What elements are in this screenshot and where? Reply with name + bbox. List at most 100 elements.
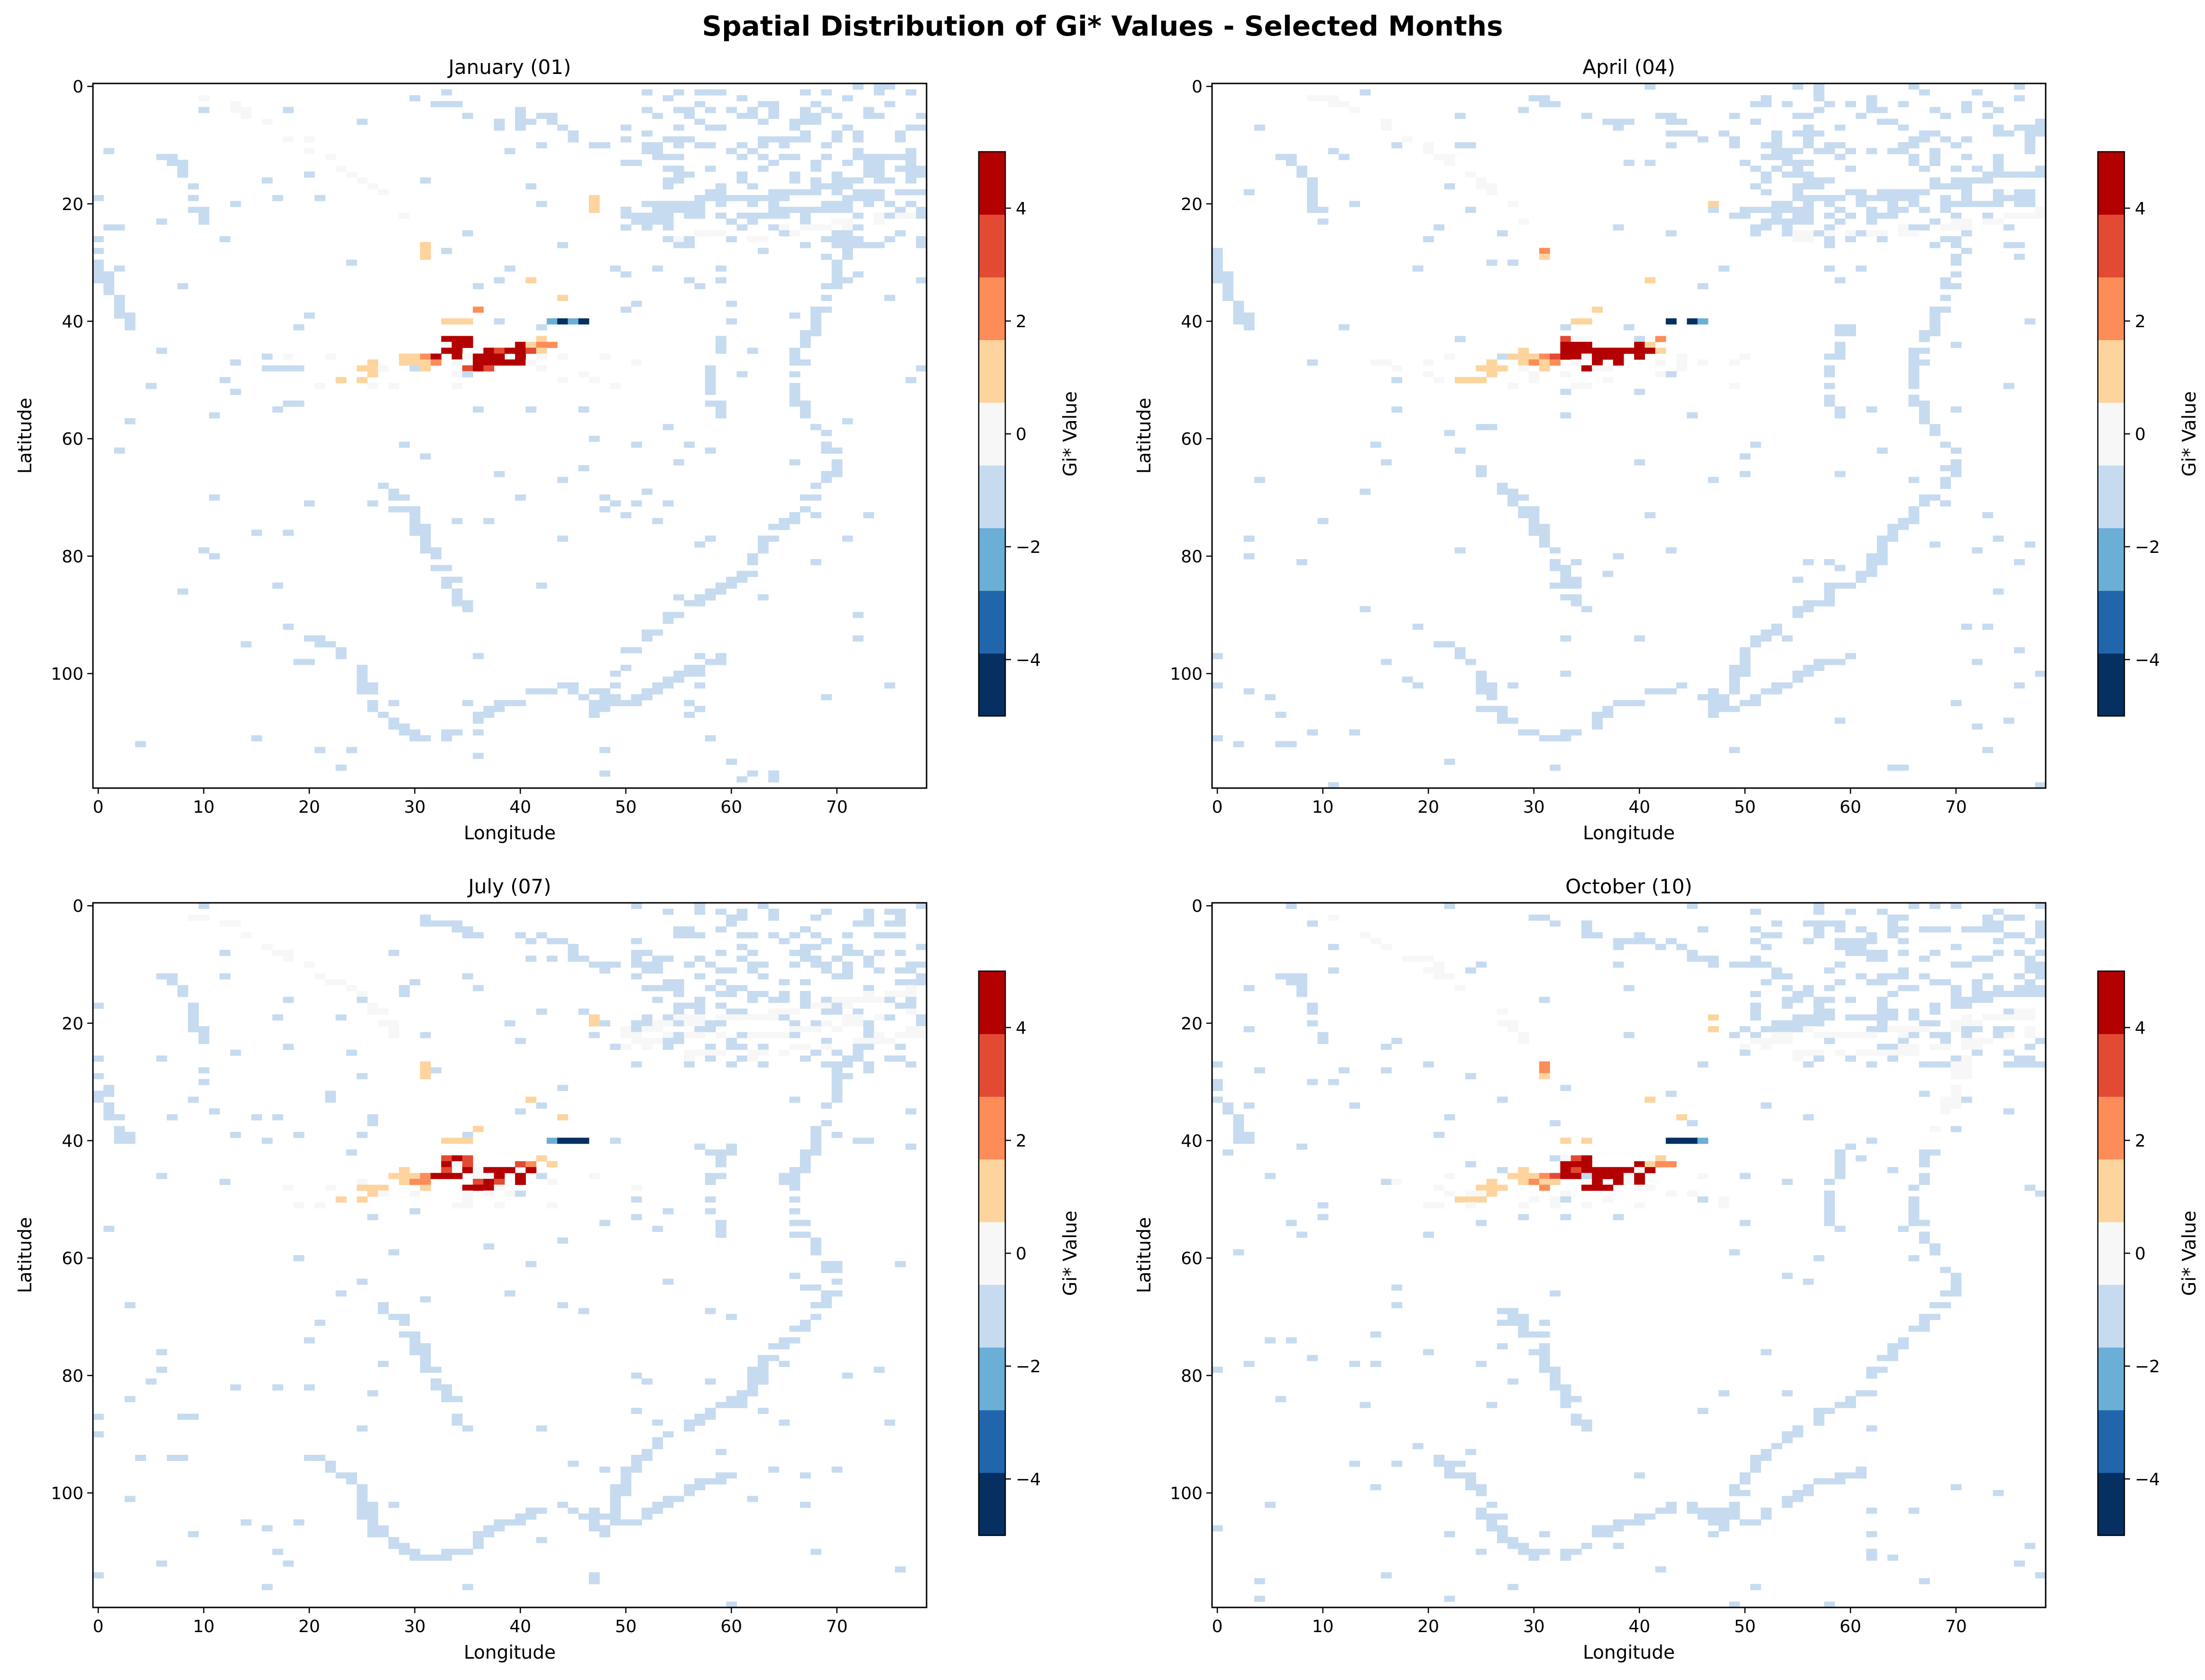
heatmap-cell xyxy=(1539,1349,1550,1356)
heatmap-cell xyxy=(1876,1049,1888,1056)
heatmap-cell xyxy=(1803,195,1814,202)
heatmap-cell xyxy=(1887,1044,1899,1050)
heatmap-cell xyxy=(1497,1513,1508,1520)
heatmap-cell xyxy=(525,1167,537,1174)
heatmap-cell xyxy=(2003,1026,2014,1033)
heatmap-cell xyxy=(588,201,600,207)
heatmap-cell xyxy=(1454,1460,1466,1467)
heatmap-cell xyxy=(1950,1484,1962,1490)
heatmap-cell xyxy=(831,973,843,980)
heatmap-cell xyxy=(409,530,421,536)
heatmap-cell xyxy=(810,207,822,213)
heatmap-cell xyxy=(652,1226,663,1232)
heatmap-cell xyxy=(821,1061,832,1068)
heatmap-cell xyxy=(1761,189,1772,195)
heatmap-cell xyxy=(1993,165,2004,172)
heatmap-cell xyxy=(1560,1402,1571,1408)
heatmap-cell xyxy=(1507,500,1518,507)
heatmap-cell xyxy=(799,359,811,366)
heatmap-cell xyxy=(1940,236,1951,242)
heatmap-cell xyxy=(853,242,864,248)
heatmap-cell xyxy=(1961,183,1972,190)
heatmap-cell xyxy=(1803,920,1814,927)
heatmap-cell xyxy=(715,277,726,284)
heatmap-cell xyxy=(1834,324,1846,330)
heatmap-cell xyxy=(1550,1179,1561,1185)
heatmap-cell xyxy=(188,1531,199,1537)
heatmap-cell xyxy=(1307,359,1318,366)
heatmap-cell xyxy=(473,717,484,724)
heatmap-cell xyxy=(1982,955,1994,962)
heatmap-cell xyxy=(1613,1179,1624,1185)
heatmap-cell xyxy=(188,1096,199,1103)
heatmap-cell xyxy=(462,1184,473,1191)
heatmap-cell xyxy=(367,1190,378,1197)
heatmap-cell xyxy=(1929,218,1941,225)
heatmap-cell xyxy=(367,365,378,372)
heatmap-cell xyxy=(1761,142,1772,148)
heatmap-cell xyxy=(842,177,853,184)
heatmap-cell xyxy=(1929,1002,1941,1009)
heatmap-cell xyxy=(1834,471,1846,477)
heatmap-cell xyxy=(747,1049,758,1056)
heatmap-cell xyxy=(399,729,410,736)
y-tick-label: 20 xyxy=(1181,195,1203,214)
heatmap-cell xyxy=(1423,371,1434,377)
heatmap-cell xyxy=(1550,1120,1561,1127)
heatmap-cell xyxy=(853,612,864,618)
heatmap-cell xyxy=(642,688,653,695)
heatmap-cell xyxy=(483,518,495,524)
heatmap-cell xyxy=(1623,1032,1635,1038)
heatmap-cell xyxy=(114,1138,125,1144)
heatmap-cell xyxy=(525,1161,537,1167)
heatmap-cell xyxy=(431,359,441,366)
heatmap-cell xyxy=(2014,932,2025,938)
heatmap-cell xyxy=(515,341,526,348)
heatmap-cell xyxy=(705,1179,716,1185)
heatmap-cell xyxy=(103,1108,115,1115)
heatmap-cell xyxy=(2003,1061,2014,1068)
heatmap-cell xyxy=(652,148,663,155)
heatmap-cell xyxy=(1782,1502,1793,1508)
heatmap-cell xyxy=(694,195,706,202)
heatmap-cell xyxy=(1655,1507,1666,1514)
heatmap-cell xyxy=(715,1231,726,1238)
heatmap-cell xyxy=(304,1337,315,1344)
heatmap-cell xyxy=(103,289,115,295)
heatmap-cell xyxy=(642,89,653,96)
heatmap-cell xyxy=(1708,1531,1719,1537)
heatmap-cell xyxy=(1518,218,1529,225)
heatmap-cell xyxy=(568,318,579,325)
heatmap-cell xyxy=(588,142,600,148)
heatmap-cell xyxy=(1560,412,1571,419)
colorbar-swatch xyxy=(979,1472,1005,1536)
heatmap-cell xyxy=(114,294,125,301)
heatmap-cell xyxy=(1476,1507,1487,1514)
heatmap-cell xyxy=(1212,653,1223,660)
heatmap-cell xyxy=(2035,670,2046,677)
heatmap-cell xyxy=(662,236,674,242)
heatmap-cell xyxy=(1444,154,1455,160)
heatmap-cell xyxy=(1433,967,1445,974)
heatmap-cell xyxy=(694,600,706,606)
colorbar-label: Gi* Value xyxy=(2179,1211,2200,1296)
heatmap-cell xyxy=(1476,1190,1487,1197)
heatmap-cell xyxy=(473,1531,484,1537)
heatmap-cell xyxy=(736,142,748,148)
heatmap-cell xyxy=(557,294,568,301)
heatmap-cell xyxy=(1792,83,1803,90)
heatmap-cell xyxy=(810,1243,822,1250)
heatmap-cell xyxy=(1275,154,1286,160)
heatmap-cell xyxy=(599,961,610,968)
heatmap-cell xyxy=(357,177,368,184)
heatmap-cell xyxy=(1528,1179,1540,1185)
heatmap-cell xyxy=(156,1173,167,1179)
heatmap-cell xyxy=(873,177,885,184)
heatmap-cell xyxy=(1876,212,1888,219)
heatmap-cell xyxy=(1507,682,1518,689)
heatmap-cell xyxy=(1866,1061,1877,1068)
heatmap-cell xyxy=(1550,1384,1561,1391)
heatmap-cell xyxy=(905,1026,917,1033)
heatmap-cell xyxy=(588,1032,600,1038)
heatmap-cell xyxy=(1908,1196,1920,1203)
